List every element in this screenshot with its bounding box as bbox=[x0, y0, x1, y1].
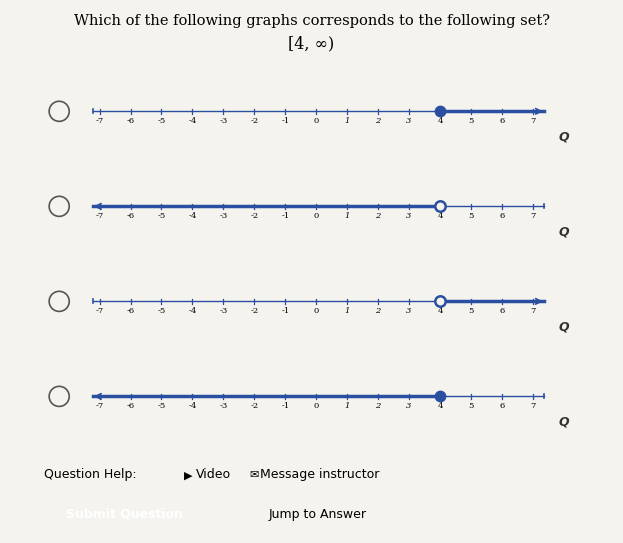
Text: 2: 2 bbox=[376, 212, 381, 220]
Text: -5: -5 bbox=[158, 402, 166, 410]
Text: -5: -5 bbox=[158, 307, 166, 315]
Text: 2: 2 bbox=[376, 307, 381, 315]
Text: 2: 2 bbox=[376, 117, 381, 125]
Text: -6: -6 bbox=[126, 212, 135, 220]
Text: [4, ∞): [4, ∞) bbox=[288, 35, 335, 52]
Text: 4: 4 bbox=[437, 117, 443, 125]
Text: 1: 1 bbox=[345, 402, 350, 410]
Text: 0: 0 bbox=[313, 117, 319, 125]
Text: -2: -2 bbox=[250, 212, 259, 220]
Text: 7: 7 bbox=[530, 212, 535, 220]
Text: 7: 7 bbox=[530, 307, 535, 315]
Text: 4: 4 bbox=[437, 212, 443, 220]
Text: -4: -4 bbox=[188, 402, 197, 410]
Text: -7: -7 bbox=[95, 402, 104, 410]
Text: 1: 1 bbox=[345, 117, 350, 125]
Text: Q: Q bbox=[558, 320, 569, 333]
Text: 3: 3 bbox=[406, 212, 412, 220]
Text: -1: -1 bbox=[281, 402, 289, 410]
Text: -7: -7 bbox=[95, 117, 104, 125]
Text: 3: 3 bbox=[406, 402, 412, 410]
Text: 5: 5 bbox=[468, 212, 473, 220]
Text: 7: 7 bbox=[530, 402, 535, 410]
Text: 6: 6 bbox=[499, 307, 505, 315]
Text: -3: -3 bbox=[219, 117, 227, 125]
Text: ✉: ✉ bbox=[249, 471, 259, 481]
Text: Video: Video bbox=[196, 468, 231, 481]
Text: -6: -6 bbox=[126, 307, 135, 315]
Text: -7: -7 bbox=[95, 307, 104, 315]
Text: 5: 5 bbox=[468, 307, 473, 315]
Text: 3: 3 bbox=[406, 117, 412, 125]
Text: -5: -5 bbox=[158, 212, 166, 220]
Text: -3: -3 bbox=[219, 212, 227, 220]
Text: 6: 6 bbox=[499, 402, 505, 410]
Text: 2: 2 bbox=[376, 402, 381, 410]
Text: -1: -1 bbox=[281, 117, 289, 125]
Text: 6: 6 bbox=[499, 212, 505, 220]
Text: -3: -3 bbox=[219, 402, 227, 410]
Text: Q: Q bbox=[558, 415, 569, 428]
Text: Question Help:: Question Help: bbox=[44, 468, 136, 481]
Text: -4: -4 bbox=[188, 117, 197, 125]
Text: -2: -2 bbox=[250, 307, 259, 315]
Text: 0: 0 bbox=[313, 307, 319, 315]
Text: 3: 3 bbox=[406, 307, 412, 315]
Text: 1: 1 bbox=[345, 212, 350, 220]
Text: 0: 0 bbox=[313, 212, 319, 220]
Text: 7: 7 bbox=[530, 117, 535, 125]
Text: -3: -3 bbox=[219, 307, 227, 315]
Text: 1: 1 bbox=[345, 307, 350, 315]
Text: -2: -2 bbox=[250, 402, 259, 410]
Text: -6: -6 bbox=[126, 402, 135, 410]
Text: Q: Q bbox=[558, 225, 569, 238]
Text: 5: 5 bbox=[468, 117, 473, 125]
Text: Q: Q bbox=[558, 130, 569, 143]
Text: ▶: ▶ bbox=[184, 471, 193, 481]
Text: -2: -2 bbox=[250, 117, 259, 125]
Text: -7: -7 bbox=[95, 212, 104, 220]
Text: -4: -4 bbox=[188, 307, 197, 315]
Text: -1: -1 bbox=[281, 212, 289, 220]
Text: -5: -5 bbox=[158, 117, 166, 125]
Text: 4: 4 bbox=[437, 402, 443, 410]
Text: Jump to Answer: Jump to Answer bbox=[269, 508, 367, 521]
Text: 5: 5 bbox=[468, 402, 473, 410]
Text: 6: 6 bbox=[499, 117, 505, 125]
Text: Message instructor: Message instructor bbox=[260, 468, 380, 481]
Text: Which of the following graphs corresponds to the following set?: Which of the following graphs correspond… bbox=[74, 14, 549, 28]
Text: 4: 4 bbox=[437, 307, 443, 315]
Text: -1: -1 bbox=[281, 307, 289, 315]
Text: 0: 0 bbox=[313, 402, 319, 410]
Text: Submit Question: Submit Question bbox=[66, 508, 183, 521]
Text: -6: -6 bbox=[126, 117, 135, 125]
Text: -4: -4 bbox=[188, 212, 197, 220]
